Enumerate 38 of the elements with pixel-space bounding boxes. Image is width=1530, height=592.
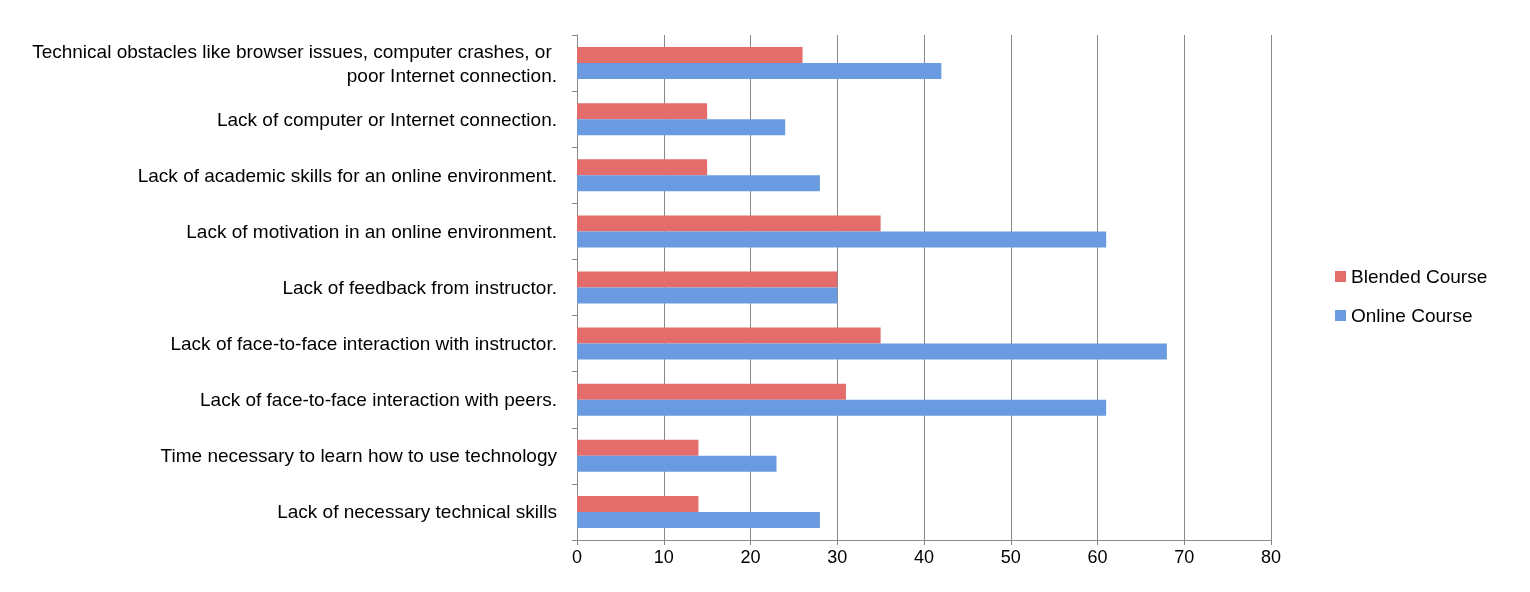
x-tick-label: 50 — [1000, 547, 1021, 567]
bar — [577, 399, 1107, 416]
bar — [577, 47, 803, 64]
y-tick-label: Lack of computer or Internet connection. — [216, 108, 557, 130]
x-tick-label: 30 — [827, 547, 848, 567]
bar — [577, 159, 708, 176]
bar — [577, 495, 699, 512]
bar — [577, 327, 881, 344]
bar — [577, 439, 699, 456]
y-tick-label: Technical obstacles like browser issues, computer crashes, or poor Internet connection. — [32, 40, 557, 86]
y-tick-label: Lack of face-to-face interaction with peers. — [200, 389, 557, 411]
bar — [577, 383, 846, 400]
x-tick-label: 70 — [1174, 547, 1195, 567]
y-tick-label: Lack of motivation in an online environment. — [186, 220, 557, 242]
x-tick-label: 40 — [913, 547, 935, 567]
bar — [577, 215, 881, 232]
bar — [577, 103, 708, 120]
bar — [577, 343, 1167, 360]
x-tick-label: 80 — [1260, 547, 1282, 567]
bar — [577, 455, 777, 472]
x-tick-label: 60 — [1087, 547, 1108, 567]
bar — [577, 511, 820, 528]
y-tick-label: Lack of feedback from instructor. — [282, 277, 557, 298]
bar — [577, 63, 942, 80]
x-tick-label: 10 — [653, 547, 674, 567]
legend-label: Online Course — [1351, 305, 1473, 326]
x-tick-label: 0 — [571, 547, 583, 567]
y-tick-label: Lack of academic skills for an online environment. — [137, 164, 557, 186]
bar — [577, 119, 786, 136]
bar — [577, 271, 838, 288]
y-tick-label: Lack of necessary technical skills — [277, 501, 557, 523]
bar — [577, 287, 838, 304]
legend-label: Blended Course — [1351, 266, 1488, 287]
bar — [577, 231, 1107, 248]
y-tick-label: Lack of face-to-face interaction with instructor. — [170, 333, 557, 355]
y-tick-label: Time necessary to learn how to use technology — [160, 445, 558, 467]
x-tick-label: 20 — [740, 547, 761, 567]
bar — [577, 175, 820, 192]
